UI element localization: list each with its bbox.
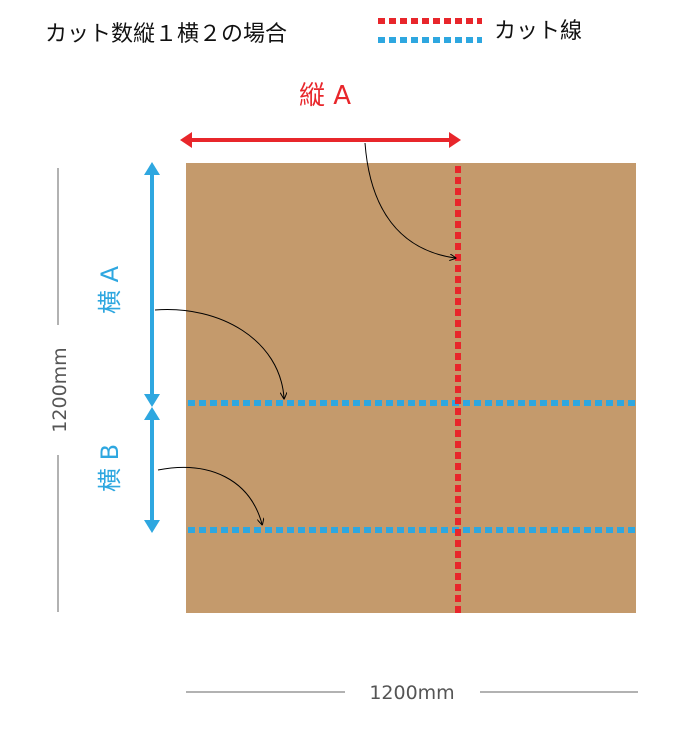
horizontal-b-label: 横 B [96, 444, 124, 492]
vertical-a-arrow [180, 132, 461, 148]
legend-label: カット線 [494, 19, 582, 44]
height-dimension-label: 1200mm [49, 347, 71, 432]
height-dimension: 1200mm [49, 168, 71, 612]
board [186, 163, 636, 613]
horizontal-b-arrow [144, 407, 160, 533]
horizontal-a-label: 横 A [96, 265, 124, 314]
pointer-arrow-vertical-a [364, 142, 455, 258]
diagram-title: カット数縦１横２の場合 [45, 22, 287, 47]
horizontal-a-arrow [144, 162, 160, 407]
width-dimension: 1200mm [186, 682, 638, 704]
vertical-a-label: 縦 A [299, 81, 351, 111]
pointer-arrow-horizontal-a [154, 309, 284, 398]
pointer-arrow-horizontal-b [157, 466, 262, 524]
legend: カット線 [378, 18, 582, 44]
width-dimension-label: 1200mm [369, 682, 454, 704]
